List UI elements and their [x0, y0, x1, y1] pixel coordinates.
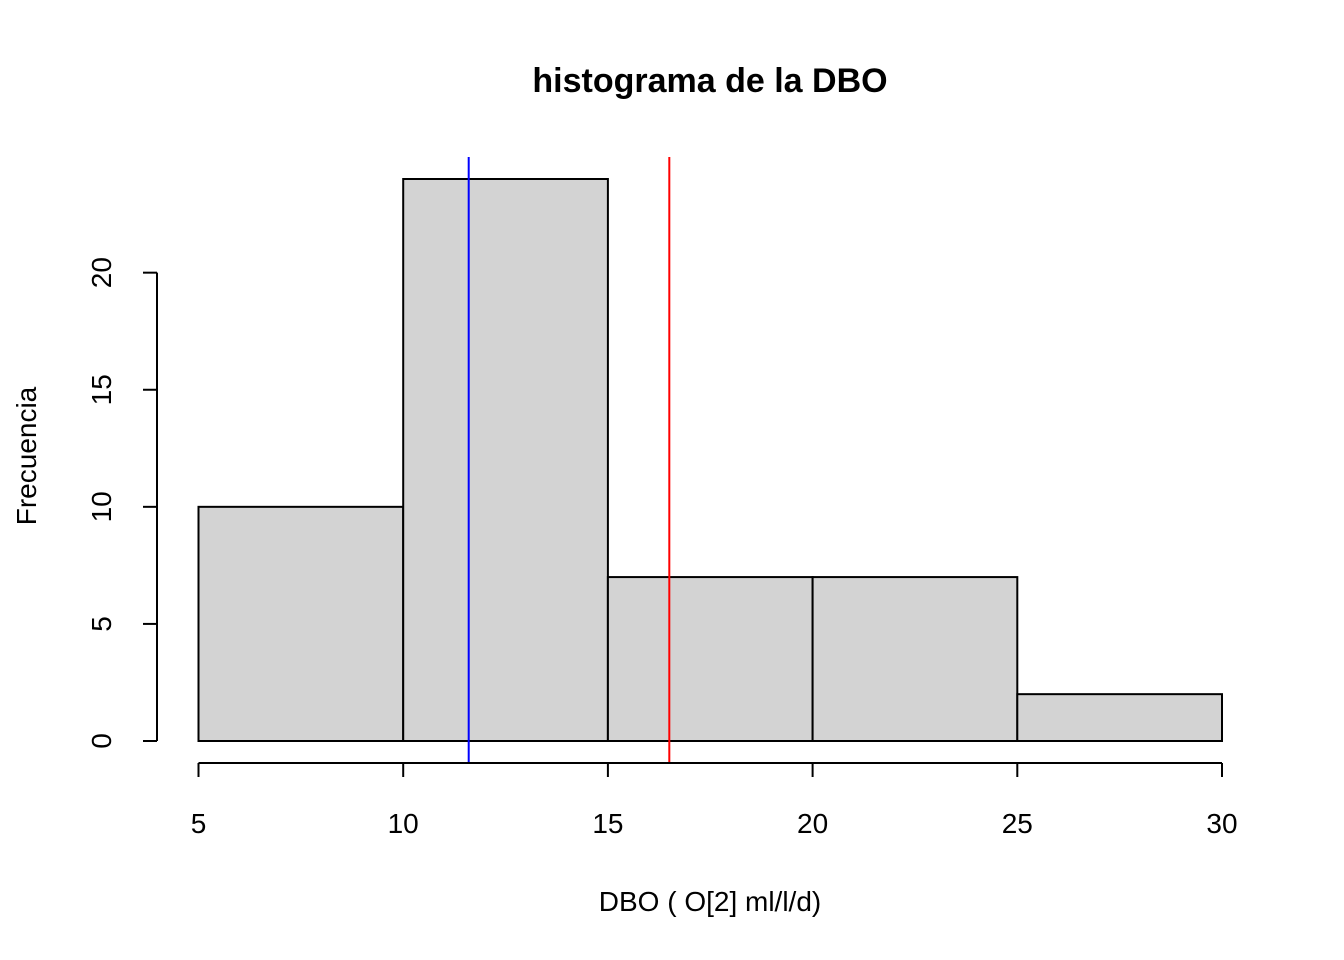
x-axis: 5 10 15 20 25 30 [191, 762, 1238, 839]
histogram-bar [197, 505, 405, 743]
y-axis: 0 5 10 15 20 [86, 257, 158, 749]
histogram-bar [811, 576, 1019, 742]
x-tick-label: 20 [797, 808, 828, 839]
x-tick-label: 25 [1002, 808, 1033, 839]
y-axis-label: Frecuencia [11, 386, 42, 525]
y-tick-label: 15 [86, 374, 117, 405]
x-tick-label: 5 [191, 808, 207, 839]
histogram-bar [402, 178, 609, 742]
x-axis-label: DBO ( O[2] ml/l/d) [599, 886, 821, 917]
x-tick-label: 30 [1206, 808, 1237, 839]
x-tick-label: 10 [388, 808, 419, 839]
histogram-bars [197, 178, 1223, 743]
y-tick-label: 10 [86, 491, 117, 522]
histogram-bar [1016, 693, 1223, 743]
y-tick-label: 20 [86, 257, 117, 288]
x-tick-label: 15 [592, 808, 623, 839]
y-tick-label: 5 [86, 616, 117, 632]
chart-title: histograma de la DBO [532, 62, 887, 100]
reference-lines [467, 157, 671, 763]
histogram-bar [606, 576, 814, 742]
y-tick-label: 0 [86, 733, 117, 749]
